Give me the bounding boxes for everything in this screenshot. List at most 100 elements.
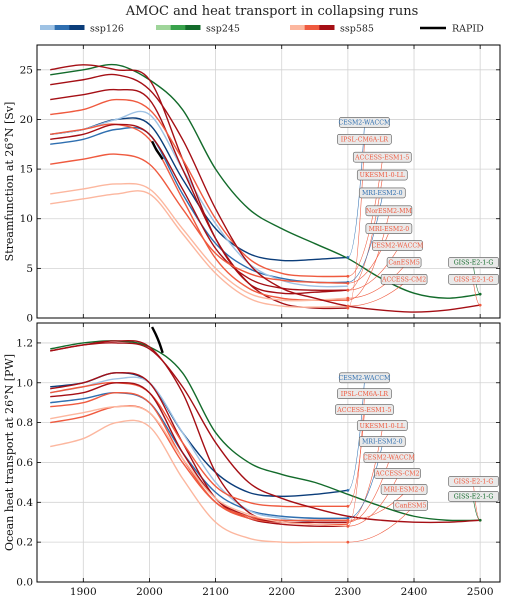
model-label: NorESM2-MM: [366, 208, 413, 215]
series-line-ssp585-cesm2-waccm: [50, 123, 348, 292]
model-label-box: [374, 468, 421, 479]
series-line-ssp126-mri-esm2-0: [50, 392, 348, 520]
series-line-ssp585-access-esm1-5: [50, 381, 348, 508]
legend-label: ssp585: [340, 24, 374, 35]
series-line-ssp585-giss-e2-1-g: [50, 73, 481, 313]
model-label: CanESM5: [388, 260, 419, 267]
model-label: MRI-ESM2-0: [369, 226, 410, 233]
model-label-box: [356, 420, 408, 431]
series-group: [50, 326, 481, 544]
series-end-marker: [478, 518, 482, 522]
series-end-marker: [346, 281, 350, 285]
y-tick-label: 0.4: [16, 497, 33, 509]
series-end-marker: [346, 520, 350, 524]
legend-item-ssp585: ssp585: [290, 24, 374, 35]
series-end-marker: [346, 274, 350, 278]
model-label-box: [335, 404, 394, 415]
series-end-marker: [478, 292, 482, 296]
model-label-box: [372, 240, 423, 251]
series-end-marker: [346, 306, 350, 310]
model-label: GISS-E2-1-G: [454, 276, 494, 283]
y-tick-label: 1.2: [16, 337, 33, 349]
y-tick-label: 15: [20, 164, 33, 176]
series-end-marker: [346, 488, 350, 492]
label-arrow: [347, 283, 405, 307]
label-arrow: [347, 161, 383, 277]
series-group: [50, 63, 481, 313]
series-end-marker: [346, 256, 350, 259]
x-tick-label: 2400: [401, 586, 428, 598]
heat-transport-panel: CESM2-WACCM IPSL-CM6A-LR ACCESS-ESM1-5 UKES…: [3, 322, 501, 598]
x-tick-label: 2500: [467, 586, 494, 598]
series-end-marker: [346, 504, 350, 508]
series-line-ssp585-ukesm1-0-ll: [50, 64, 348, 295]
series-line-ssp585-access-cm2: [50, 190, 348, 308]
legend-swatch: [290, 25, 306, 30]
model-label-box: [356, 169, 408, 181]
legend-swatch: [54, 25, 70, 30]
model-label: MRI-ESM2-0: [384, 487, 425, 494]
model-label-box: [358, 436, 406, 447]
legend-swatch: [319, 25, 335, 30]
legend-swatch: [185, 25, 201, 30]
model-label: CESM2-WACCM: [338, 120, 391, 127]
legend-label: ssp245: [206, 24, 240, 35]
y-tick-label: 20: [20, 114, 33, 126]
series-line-ssp585-access-cm2: [50, 405, 348, 527]
legend-swatch: [304, 25, 320, 30]
y-tick-label: 25: [20, 64, 33, 76]
series-line-ssp585-canesm5: [50, 182, 348, 302]
legend-label: RAPID: [452, 24, 484, 35]
model-label: CanESM5: [395, 502, 426, 509]
rapid-line: [151, 326, 164, 354]
series-line-ssp245-giss-e2-1-g: [50, 63, 481, 299]
y-tick-label: 0.6: [16, 457, 33, 469]
model-label: CESM2-WACCM: [363, 455, 416, 462]
streamfunction-panel: CESM2-WACCM IPSL-CM6A-LR ACCESS-ESM1-5 UKES…: [3, 44, 501, 325]
ticks: 0 5 10 15 20 25: [20, 45, 500, 325]
series-line-ssp585-ipsl-cm6a-lr: [50, 372, 348, 528]
rapid-line: [151, 140, 164, 160]
model-label: CESM2-WACCM: [338, 375, 391, 382]
plot-frame: [36, 322, 501, 583]
model-label: GISS-E2-1-G: [454, 494, 494, 501]
model-label: GISS-E2-1-G: [454, 479, 494, 486]
series-end-marker: [346, 540, 350, 544]
series-end-marker: [346, 524, 350, 528]
legend-swatch: [69, 25, 85, 30]
model-label-box: [380, 273, 428, 285]
y-tick-label: 1.0: [16, 377, 33, 389]
model-label: IPSL-CM6A-LR: [341, 391, 389, 398]
legend: ssp126 ssp245 ssp585 RAPID: [40, 24, 484, 35]
model-labels: CESM2-WACCM IPSL-CM6A-LR ACCESS-ESM1-5 UKES…: [335, 372, 499, 544]
model-label: MRI-ESM2-0: [362, 439, 403, 446]
model-label-box: [363, 452, 415, 463]
label-arrow: [347, 266, 405, 299]
y-tick-label: 5: [26, 263, 33, 275]
label-arrow: [347, 493, 405, 521]
x-tick-label: 2100: [202, 586, 229, 598]
series-end-marker: [346, 518, 350, 522]
label-arrow: [347, 381, 365, 491]
legend-item-ssp245: ssp245: [156, 24, 240, 35]
model-label: ACCESS-CM2: [374, 471, 419, 478]
model-label-box: [339, 117, 390, 128]
y-tick-label: 10: [20, 213, 33, 225]
y-axis-label: Streamfunction at 26°N [Sv]: [3, 102, 16, 262]
series-line-ssp585-canesm5: [50, 419, 348, 544]
plot-frame: [36, 44, 501, 319]
label-arrow: [347, 509, 411, 543]
x-tick-label: 1900: [70, 586, 97, 598]
model-label: CESM2-WACCM: [372, 243, 425, 250]
model-label: IPSL-CM6A-LR: [341, 137, 389, 144]
model-label: ACCESS-ESM1-5: [336, 407, 391, 414]
series-line-ssp585-mri-esm2-0: [50, 153, 348, 284]
series-line-ssp585-access-esm1-5: [50, 98, 348, 278]
model-label-box: [358, 187, 406, 199]
model-label-box: [365, 205, 413, 217]
label-arrow: [347, 429, 383, 523]
legend-label: ssp126: [90, 24, 124, 35]
model-label-box: [448, 257, 499, 268]
legend-item-ssp126: ssp126: [40, 24, 124, 35]
series-line-ssp126-ukesm1-0-ll: [50, 110, 348, 288]
